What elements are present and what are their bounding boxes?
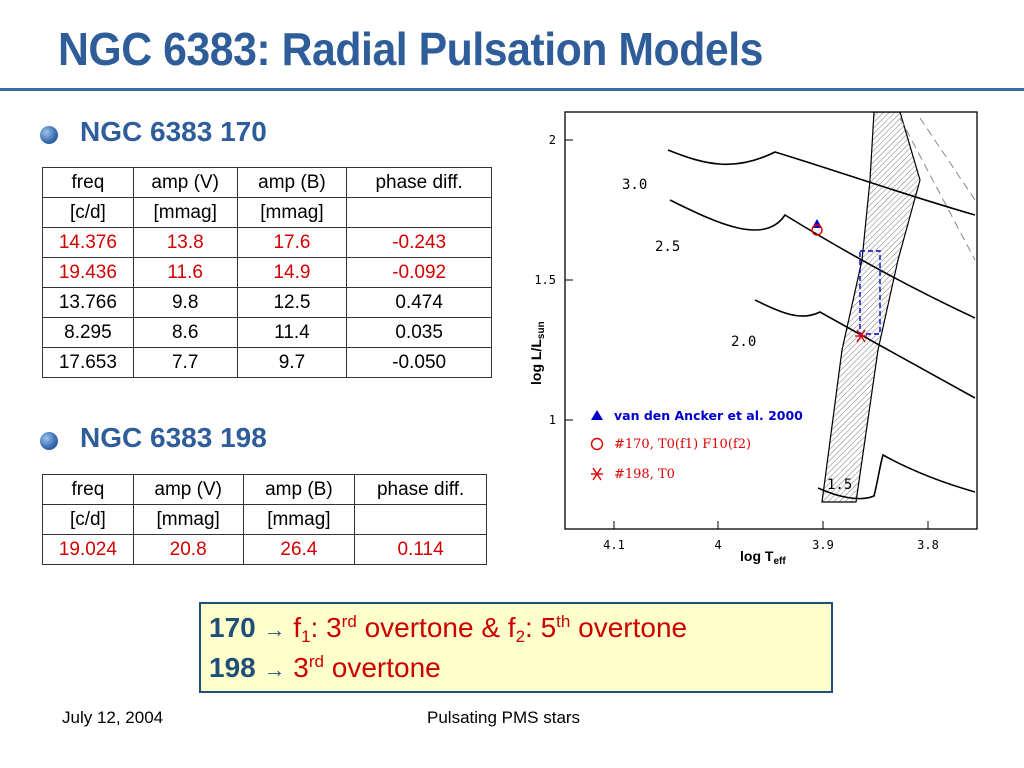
- bullet-icon: [40, 432, 58, 450]
- legend-label: #170, T0(f1) F10(f2): [614, 437, 751, 452]
- title-divider: [0, 88, 1024, 91]
- point-170: [811, 224, 823, 236]
- x-tick-label: 3.9: [812, 538, 834, 552]
- freq-cell: 14.376: [42, 227, 134, 258]
- table-row: 19.024 20.8 26.4 0.114: [42, 534, 487, 565]
- legend-label: van den Ancker et al. 2000: [614, 408, 803, 423]
- ampv-cell: 20.8: [132, 534, 244, 565]
- track-1-5: [817, 453, 976, 500]
- freq-cell: 19.436: [42, 257, 134, 288]
- ampb-cell: 11.4: [236, 317, 348, 348]
- header-cell: amp (V): [132, 167, 238, 198]
- phase-cell: 0.035: [346, 317, 492, 348]
- header-cell: freq: [42, 474, 134, 505]
- track-3-0: [667, 149, 976, 216]
- header-cell: phase diff.: [354, 474, 487, 505]
- x-tick-label: 4.1: [603, 538, 625, 552]
- footer-title: Pulsating PMS stars: [427, 708, 581, 727]
- phase-cell: -0.092: [346, 257, 492, 288]
- ampv-cell: 11.6: [132, 257, 238, 288]
- table-row: 14.376 13.8 17.6 -0.243: [42, 227, 492, 258]
- header-cell: amp (B): [236, 167, 348, 198]
- legend-asterisk-icon: [591, 467, 603, 481]
- arrow-right-icon: →: [263, 617, 286, 642]
- bullet-icon: [40, 126, 58, 144]
- table-row: 19.436 11.6 14.9 -0.092: [42, 257, 492, 288]
- track-label: 2.0: [731, 334, 756, 350]
- dashed-edge: [899, 117, 976, 261]
- y-tick-label: 2: [549, 133, 556, 147]
- table-row: 17.653 7.7 9.7 -0.050: [42, 347, 492, 378]
- track-2-0: [754, 299, 976, 399]
- header-cell: freq: [42, 167, 134, 198]
- hr-diagram: 2 1.5 1 4.1 4 3.9 3.8 3.0 2.5 2.0 1.5 va…: [528, 111, 978, 567]
- phase-cell: -0.050: [346, 347, 492, 378]
- ampb-cell: 12.5: [236, 287, 348, 318]
- ampv-cell: 7.7: [132, 347, 238, 378]
- y-tick-label: 1.5: [534, 273, 556, 287]
- phase-cell: -0.243: [346, 227, 492, 258]
- conclusion-box: 170 → f1: 3rd overtone & f2: 5th overton…: [199, 602, 833, 693]
- error-box: [859, 250, 881, 335]
- header-cell: phase diff.: [346, 167, 492, 198]
- track-2-5: [669, 199, 976, 319]
- slide-title: NGC 6383: Radial Pulsation Models: [58, 23, 763, 75]
- y-tick-label: 1: [549, 413, 556, 427]
- header-cell: amp (V): [132, 474, 244, 505]
- table-header-row: freq amp (V) amp (B) phase diff.: [42, 474, 487, 505]
- unit-cell: [mmag]: [242, 504, 356, 535]
- ampb-cell: 9.7: [236, 347, 348, 378]
- legend-label: #198, T0: [614, 467, 675, 482]
- arrow-right-icon: →: [263, 657, 286, 682]
- instability-strip: [821, 112, 921, 503]
- track-label: 3.0: [622, 177, 647, 193]
- heading-ngc6383-198: NGC 6383 198: [80, 422, 267, 453]
- unit-cell: [354, 504, 487, 535]
- ampv-cell: 13.8: [132, 227, 238, 258]
- phase-cell: 0.114: [354, 534, 487, 565]
- y-axis-label: log L/Lsun: [528, 321, 547, 385]
- table-row: 13.766 9.8 12.5 0.474: [42, 287, 492, 318]
- ampb-cell: 17.6: [236, 227, 348, 258]
- unit-cell: [c/d]: [42, 197, 134, 228]
- track-label: 1.5: [827, 477, 852, 493]
- header-cell: amp (B): [242, 474, 356, 505]
- phase-cell: 0.474: [346, 287, 492, 318]
- unit-cell: [mmag]: [236, 197, 348, 228]
- conclusion-line-198: 198 → 3rd overtone: [209, 652, 441, 683]
- track-label: 2.5: [655, 239, 680, 255]
- x-tick-label: 4: [714, 538, 721, 552]
- legend-triangle-icon: [591, 410, 603, 420]
- unit-cell: [346, 197, 492, 228]
- table-unit-row: [c/d] [mmag] [mmag]: [42, 504, 487, 535]
- x-axis-label: log Teff: [740, 548, 786, 567]
- table-header-row: freq amp (V) amp (B) phase diff.: [42, 167, 492, 198]
- footer-date: July 12, 2004: [62, 708, 164, 727]
- unit-cell: [mmag]: [132, 504, 244, 535]
- unit-cell: [mmag]: [132, 197, 238, 228]
- unit-cell: [c/d]: [42, 504, 134, 535]
- conclusion-line-170: 170 → f1: 3rd overtone & f2: 5th overton…: [209, 612, 688, 646]
- freq-cell: 19.024: [42, 534, 134, 565]
- ampb-cell: 26.4: [242, 534, 356, 565]
- ampv-cell: 9.8: [132, 287, 238, 318]
- table-198: freq amp (V) amp (B) phase diff. [c/d] […: [42, 474, 487, 565]
- point-198: [855, 329, 867, 343]
- table-170: freq amp (V) amp (B) phase diff. [c/d] […: [42, 167, 492, 378]
- freq-cell: 17.653: [42, 347, 134, 378]
- legend-circle-icon: [590, 437, 604, 451]
- table-unit-row: [c/d] [mmag] [mmag]: [42, 197, 492, 228]
- ampv-cell: 8.6: [132, 317, 238, 348]
- freq-cell: 13.766: [42, 287, 134, 318]
- table-row: 8.295 8.6 11.4 0.035: [42, 317, 492, 348]
- x-tick-label: 3.8: [917, 538, 939, 552]
- heading-ngc6383-170: NGC 6383 170: [80, 116, 267, 147]
- ampb-cell: 14.9: [236, 257, 348, 288]
- dashed-edge: [919, 117, 976, 201]
- freq-cell: 8.295: [42, 317, 134, 348]
